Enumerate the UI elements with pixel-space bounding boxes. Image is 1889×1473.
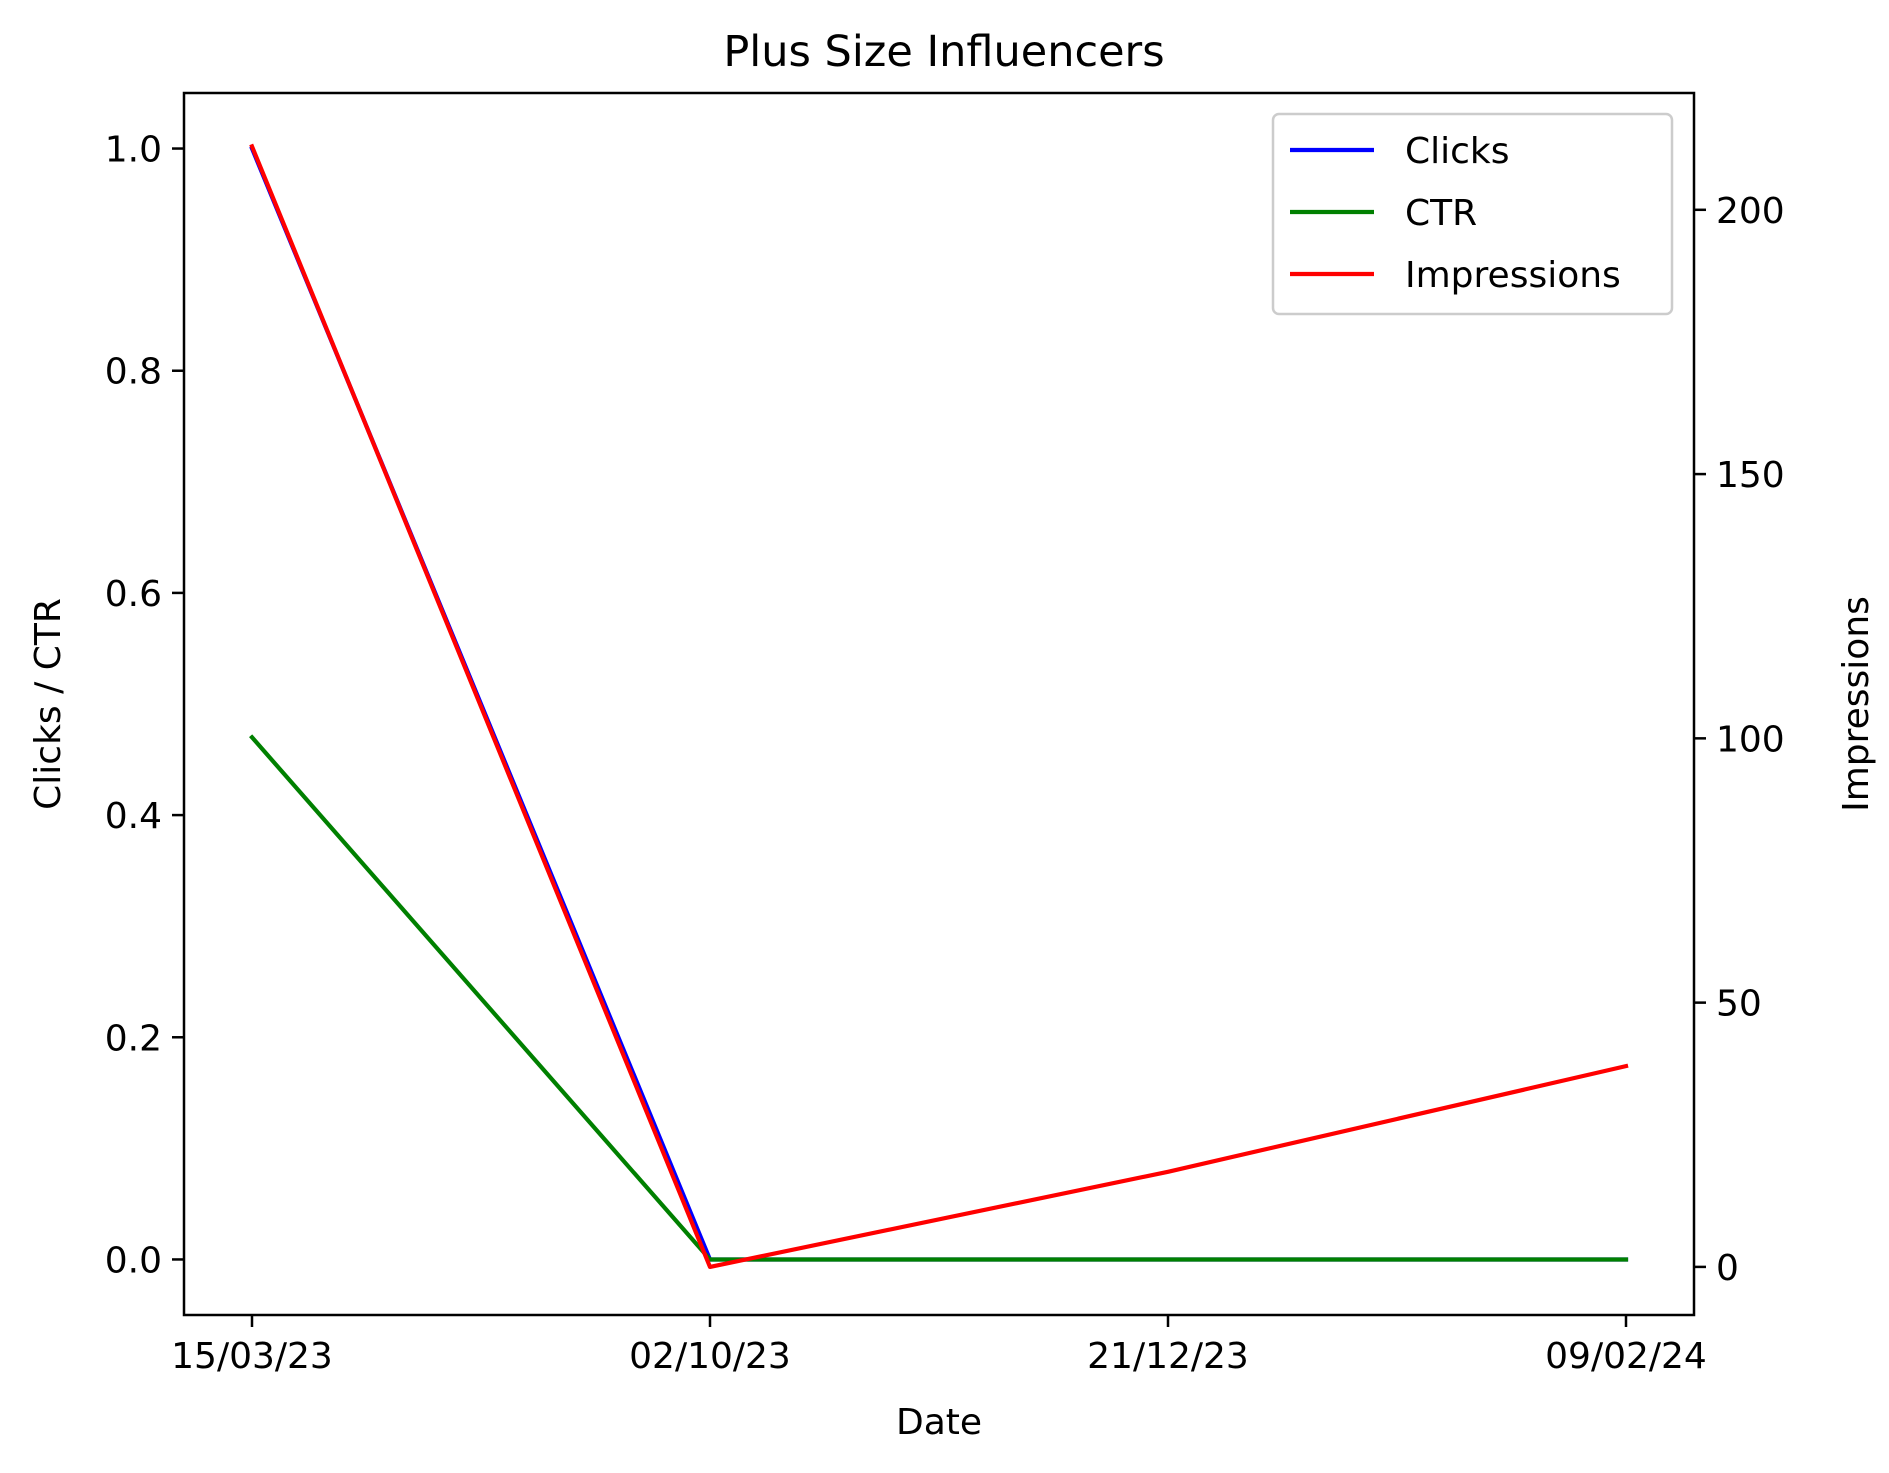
y-right-tick-label: 100 <box>1716 719 1785 760</box>
y-left-axis-label: Clicks / CTR <box>28 598 69 810</box>
y-right-axis-ticks: 0 50 100 150 200 <box>1694 191 1785 1289</box>
x-axis-ticks: 15/03/23 02/10/23 21/12/23 09/02/24 <box>171 1315 1707 1377</box>
x-axis-label: Date <box>896 1402 982 1443</box>
y-left-tick-label: 0.0 <box>105 1240 162 1281</box>
y-right-tick-label: 150 <box>1716 455 1785 496</box>
x-tick-label: 02/10/23 <box>629 1336 791 1377</box>
y-left-axis-ticks: 0.0 0.2 0.4 0.6 0.8 1.0 <box>105 130 184 1281</box>
y-right-tick-label: 50 <box>1716 984 1762 1025</box>
plot-frame <box>182 91 1696 1317</box>
legend-label-ctr: CTR <box>1405 193 1477 234</box>
legend-label-clicks: Clicks <box>1405 131 1510 172</box>
x-tick-label: 21/12/23 <box>1087 1336 1249 1377</box>
y-left-tick-label: 0.6 <box>105 574 162 615</box>
y-left-tick-label: 0.8 <box>105 352 162 393</box>
legend-label-impressions: Impressions <box>1405 255 1621 296</box>
y-right-axis-label: Impressions <box>1836 596 1877 812</box>
legend-box <box>1271 112 1674 316</box>
series-line-ctr <box>249 734 1629 1262</box>
x-tick-label: 15/03/23 <box>171 1336 333 1377</box>
series-layer <box>249 143 1629 1270</box>
y-right-tick-label: 200 <box>1716 191 1785 232</box>
y-left-tick-label: 0.4 <box>105 796 162 837</box>
y-left-tick-label: 1.0 <box>105 130 162 171</box>
chart-title: Plus Size Influencers <box>723 27 1164 77</box>
legend: Clicks CTR Impressions <box>1271 112 1674 316</box>
y-right-tick-label: 0 <box>1716 1248 1739 1289</box>
series-line-impressions <box>249 143 1629 1270</box>
x-tick-label: 09/02/24 <box>1545 1336 1707 1377</box>
y-left-tick-label: 0.2 <box>105 1018 162 1059</box>
